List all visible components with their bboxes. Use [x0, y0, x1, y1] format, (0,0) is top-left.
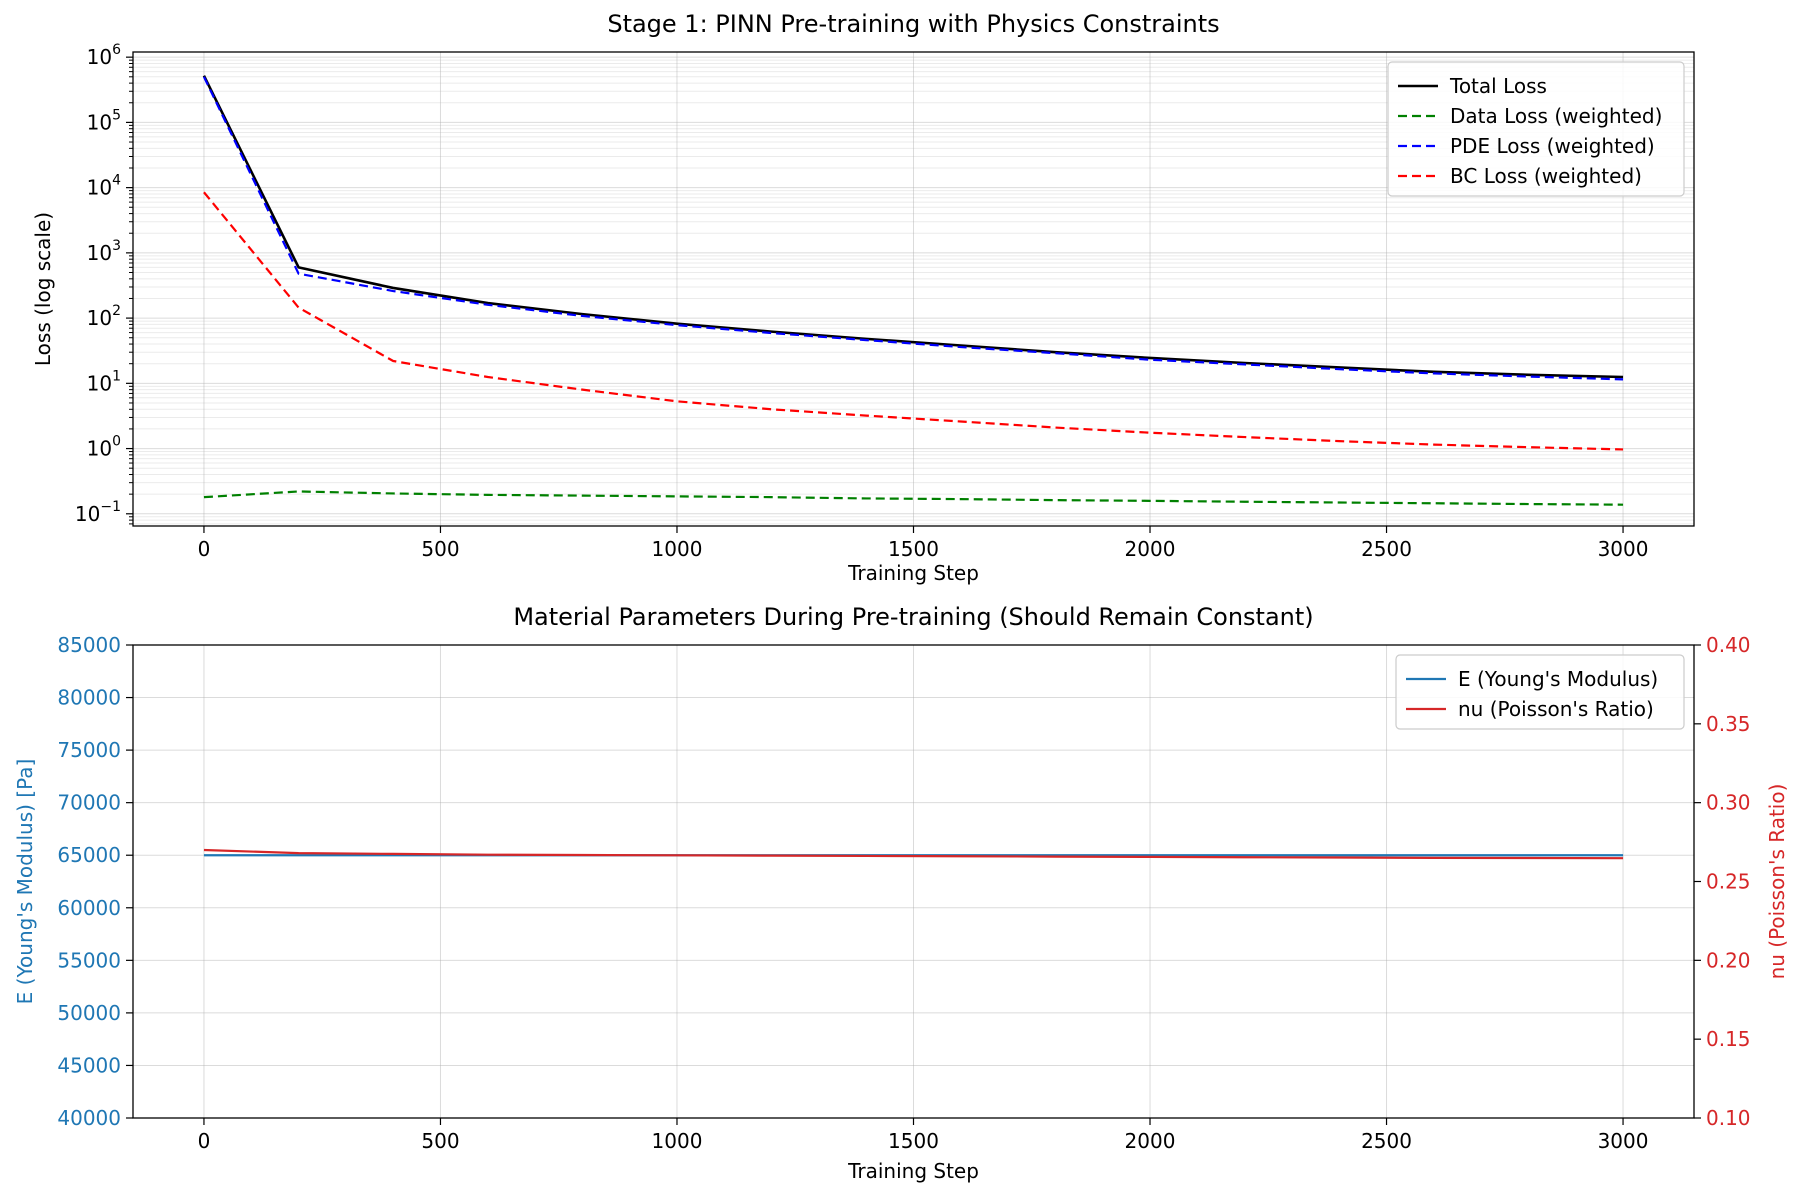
- loss-chart: 10−1 100 101 102 103 104 105 106 0 500 1000 1500 200…: [31, 10, 1695, 585]
- loss-chart-legend-label: PDE Loss (weighted): [1450, 134, 1655, 158]
- material-chart-right-y-tick-label: 0.15: [1706, 1027, 1751, 1051]
- loss-chart-x-tick-label: 1500: [888, 537, 939, 561]
- loss-chart-legend: Total Loss Data Loss (weighted) PDE Loss (…: [1387, 61, 1685, 197]
- loss-chart-series-line: [202, 75, 1624, 379]
- loss-chart-title: Stage 1: PINN Pre-training with Physics …: [607, 10, 1219, 38]
- material-chart-right-y-tick-label: 0.40: [1706, 633, 1751, 657]
- loss-chart-y-tick-label: 103: [87, 238, 121, 265]
- material-chart-left-y-tick-label: 65000: [57, 843, 121, 867]
- material-chart-legend-label: E (Young's Modulus): [1458, 667, 1658, 691]
- loss-chart-series-line: [203, 490, 1624, 506]
- material-chart-legend: E (Young's Modulus) nu (Poisson's Ratio): [1395, 654, 1685, 730]
- material-chart-right-y-tick-label: 0.10: [1706, 1106, 1751, 1130]
- material-chart-left-y-tick-label: 75000: [57, 738, 121, 762]
- loss-chart-y-tick-label: 100: [87, 434, 121, 461]
- material-chart-left-y-tick-label: 85000: [57, 633, 121, 657]
- material-chart-ticks: 40000 45000 50000 55000 60000 65000 70000 75000…: [57, 633, 1750, 1153]
- loss-chart-x-tick-label: 500: [421, 537, 459, 561]
- material-chart-x-tick-label: 2500: [1361, 1129, 1412, 1153]
- material-chart-right-y-tick-label: 0.25: [1706, 870, 1751, 894]
- loss-chart-legend-box: [1387, 61, 1685, 197]
- material-chart-x-tick-label: 2000: [1125, 1129, 1176, 1153]
- loss-chart-y-tick-label: 104: [87, 173, 121, 200]
- loss-chart-y-tick-label: 10−1: [75, 499, 121, 526]
- material-chart: 40000 45000 50000 55000 60000 65000 70000 75000…: [13, 603, 1789, 1183]
- loss-chart-grid: [133, 52, 1694, 526]
- material-chart-series-line: [203, 848, 1624, 860]
- loss-chart-x-tick-label: 0: [198, 537, 211, 561]
- material-chart-legend-label: nu (Poisson's Ratio): [1458, 697, 1654, 721]
- loss-chart-y-tick-label: 102: [87, 303, 121, 330]
- material-chart-left-y-tick-label: 40000: [57, 1106, 121, 1130]
- material-chart-right-y-tick-label: 0.30: [1706, 791, 1751, 815]
- loss-chart-y-tick-label: 106: [87, 42, 121, 69]
- material-chart-left-y-tick-label: 60000: [57, 896, 121, 920]
- material-chart-right-y-tick-label: 0.35: [1706, 712, 1751, 736]
- material-chart-x-axis-label: Training Step: [847, 1159, 979, 1183]
- material-chart-x-tick-label: 3000: [1598, 1129, 1649, 1153]
- loss-chart-x-tick-label: 2500: [1361, 537, 1412, 561]
- loss-chart-series: [202, 75, 1624, 506]
- material-chart-x-tick-label: 0: [198, 1129, 211, 1153]
- material-chart-left-y-tick-label: 55000: [57, 948, 121, 972]
- loss-chart-y-tick-label: 101: [87, 368, 121, 395]
- loss-chart-x-axis-label: Training Step: [847, 561, 979, 585]
- material-chart-x-tick-label: 1500: [888, 1129, 939, 1153]
- loss-chart-ticks: 10−1 100 101 102 103 104 105 106 0 500 1000 1500 200…: [75, 42, 1649, 561]
- loss-chart-x-tick-label: 2000: [1125, 537, 1176, 561]
- material-chart-title: Material Parameters During Pre-training …: [513, 603, 1313, 631]
- material-chart-left-y-axis-label: E (Young's Modulus) [Pa]: [13, 759, 37, 1005]
- loss-chart-legend-label: BC Loss (weighted): [1450, 164, 1642, 188]
- material-chart-left-y-tick-label: 70000: [57, 791, 121, 815]
- material-chart-x-tick-label: 1000: [652, 1129, 703, 1153]
- loss-chart-x-tick-label: 3000: [1598, 537, 1649, 561]
- loss-chart-legend-label: Data Loss (weighted): [1450, 104, 1662, 128]
- material-chart-series: [203, 848, 1624, 860]
- material-chart-left-y-tick-label: 45000: [57, 1053, 121, 1077]
- material-chart-x-tick-label: 500: [421, 1129, 459, 1153]
- loss-chart-y-tick-label: 105: [87, 107, 121, 134]
- material-chart-legend-box: [1395, 654, 1685, 730]
- loss-chart-x-tick-label: 1000: [652, 537, 703, 561]
- material-chart-right-y-tick-label: 0.20: [1706, 948, 1751, 972]
- material-chart-right-y-axis-label: nu (Poisson's Ratio): [1765, 784, 1789, 980]
- loss-chart-y-axis-label: Loss (log scale): [31, 212, 55, 366]
- material-chart-left-y-tick-label: 80000: [57, 686, 121, 710]
- loss-chart-legend-label: Total Loss: [1449, 74, 1547, 98]
- material-chart-left-y-tick-label: 50000: [57, 1001, 121, 1025]
